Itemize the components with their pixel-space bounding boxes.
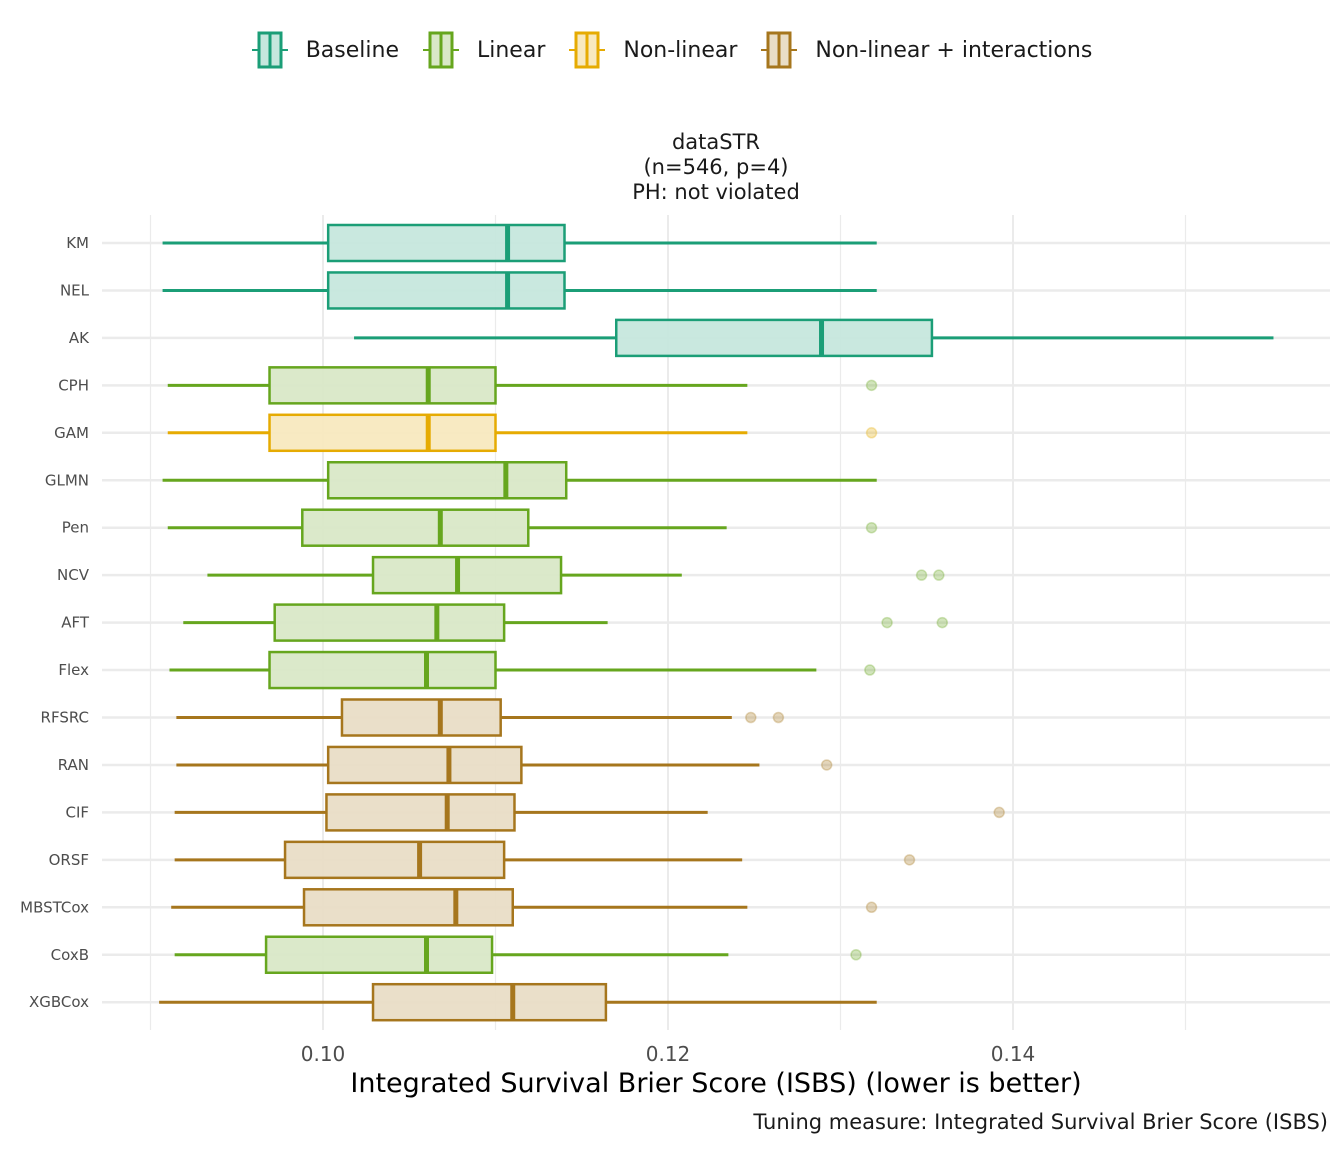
box: [326, 461, 568, 500]
outlier-point: [865, 379, 878, 392]
title-line-1: dataSTR: [671, 130, 761, 154]
outlier-point: [881, 616, 893, 629]
y-tick-label: AFT: [61, 614, 90, 632]
legend-key-nonlinear: [569, 31, 606, 69]
outlier-point: [903, 854, 916, 866]
legend-key-nonlinear-interactions: [761, 31, 798, 69]
outlier-point: [933, 569, 945, 581]
y-tick-label: CoxB: [51, 946, 89, 964]
box: [302, 888, 514, 927]
box: [326, 745, 523, 785]
outlier-point: [772, 711, 785, 724]
legend-item-linear: Linear: [422, 30, 546, 70]
y-tick-label: CPH: [58, 376, 89, 394]
box: [340, 698, 502, 737]
outlier-point: [745, 711, 757, 724]
x-tick-label: 0.14: [991, 1042, 1036, 1066]
box: [268, 413, 497, 453]
box: [273, 603, 506, 642]
x-tick-label: 0.10: [301, 1042, 346, 1066]
legend-label: Non-linear + interactions: [815, 37, 1093, 63]
box: [264, 935, 494, 974]
box: [326, 223, 566, 263]
box: [268, 366, 497, 405]
box: [268, 650, 497, 690]
y-tick-label: NCV: [57, 566, 90, 584]
legend-item-baseline: Baseline: [251, 30, 399, 70]
x-axis-title: Integrated Survival Brier Score (ISBS) (…: [350, 1068, 1082, 1099]
y-tick-label: ORSF: [49, 851, 89, 869]
outlier-point: [993, 806, 1005, 819]
y-tick-label: Pen: [62, 519, 89, 537]
caption: Tuning measure: Integrated Survival Brie…: [753, 1110, 1328, 1134]
outlier-point: [915, 569, 928, 581]
chart-title: dataSTR (n=546, p=4) PH: not violated: [516, 130, 916, 205]
outlier-point: [936, 616, 949, 629]
legend-label: Linear: [476, 37, 546, 63]
y-tick-label: Flex: [58, 661, 89, 679]
y-tick-label: AK: [69, 329, 90, 347]
legend: Baseline Linear Non-linear Non-linear + …: [0, 30, 1344, 70]
y-tick-label: KM: [66, 234, 89, 252]
x-tick-label: 0.12: [646, 1042, 691, 1066]
outlier-point: [865, 521, 878, 534]
y-tick-label: CIF: [65, 803, 89, 821]
outlier-point: [820, 759, 833, 771]
box: [371, 555, 563, 595]
legend-label: Baseline: [305, 37, 399, 63]
outlier-point: [865, 901, 878, 914]
legend-label: Non-linear: [623, 37, 738, 63]
y-tick-label: RAN: [58, 756, 89, 774]
box: [326, 271, 566, 310]
y-tick-label: MBSTCox: [20, 898, 89, 916]
box: [283, 840, 506, 880]
legend-item-nonlinear: Non-linear: [569, 30, 737, 70]
outlier-point: [865, 427, 878, 439]
outlier-point: [864, 664, 876, 676]
legend-key-baseline: [251, 31, 288, 69]
title-line-2: (n=546, p=4): [643, 155, 789, 179]
box: [301, 508, 530, 547]
y-tick-label: GLMN: [45, 471, 89, 489]
y-tick-label: NEL: [60, 281, 90, 299]
y-tick-label: GAM: [54, 424, 89, 442]
box: [615, 318, 934, 358]
legend-item-nonlinear-interactions: Non-linear + interactions: [761, 30, 1092, 70]
y-tick-label: XGBCox: [29, 993, 89, 1011]
y-tick-label: RFSRC: [41, 709, 89, 727]
legend-key-linear: [422, 31, 459, 69]
title-line-3: PH: not violated: [632, 180, 800, 204]
box: [371, 982, 608, 1022]
box: [325, 793, 516, 832]
outlier-point: [850, 949, 862, 961]
